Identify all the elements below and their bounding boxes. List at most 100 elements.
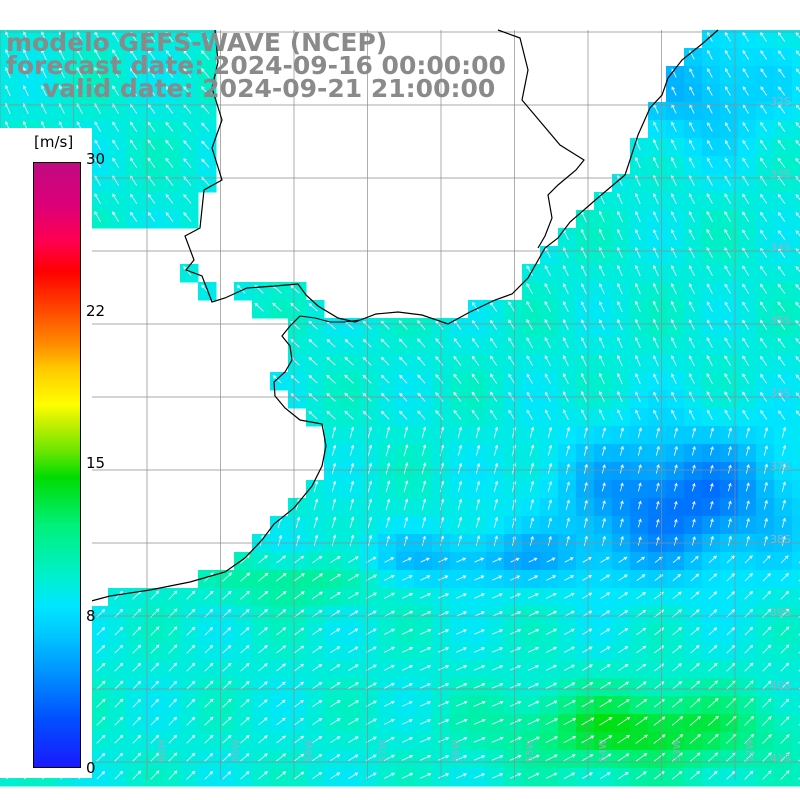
wind-arrow	[744, 752, 754, 762]
wind-arrow	[457, 498, 463, 511]
wind-arrow	[419, 701, 431, 707]
wind-arrow	[165, 212, 174, 222]
wind-arrow	[384, 557, 395, 563]
wind-arrow	[421, 498, 427, 511]
wind-arrow	[760, 373, 768, 384]
wind-arrow	[165, 139, 174, 150]
wind-arrow	[96, 771, 106, 780]
wind-arrow	[727, 446, 732, 456]
field-cell	[792, 498, 800, 517]
wind-arrow	[294, 645, 305, 654]
wind-arrow	[312, 754, 323, 762]
wind-arrow	[760, 247, 768, 258]
wind-arrow	[689, 698, 701, 708]
wind-arrow	[222, 716, 232, 726]
wind-arrow	[581, 283, 587, 294]
wind-arrow	[526, 318, 534, 331]
wind-arrow	[384, 575, 395, 581]
wind-arrow	[724, 247, 732, 259]
wind-arrow	[94, 211, 102, 223]
wind-arrow	[637, 427, 642, 438]
wind-arrow	[222, 662, 232, 672]
wind-arrow	[277, 534, 283, 547]
wind-arrow	[276, 753, 287, 762]
wind-arrow	[204, 590, 214, 600]
wind-arrow	[112, 121, 120, 132]
wind-arrow	[347, 592, 359, 600]
wind-arrow	[562, 319, 569, 331]
wind-arrow	[258, 717, 268, 726]
wind-arrow	[671, 734, 684, 744]
wind-arrow	[437, 593, 449, 599]
wind-arrow	[401, 772, 414, 779]
wind-arrow	[526, 300, 534, 313]
wind-arrow	[780, 590, 790, 600]
wind-arrow	[763, 517, 768, 528]
wind-arrow	[201, 122, 210, 132]
wind-arrow	[76, 48, 83, 61]
wind-arrow	[544, 300, 551, 313]
wind-arrow	[183, 50, 192, 60]
wind-arrow	[742, 86, 749, 96]
wind-arrow	[724, 319, 731, 330]
wind-arrow	[545, 682, 558, 689]
wind-arrow	[617, 681, 630, 690]
wind-arrow	[76, 84, 83, 97]
wind-arrow	[165, 50, 174, 60]
field-cell	[792, 660, 800, 679]
wind-arrow	[635, 734, 648, 744]
wind-arrow	[528, 575, 539, 581]
wind-arrow	[276, 663, 286, 672]
wind-arrow	[96, 627, 106, 636]
wind-arrow	[168, 644, 178, 654]
wind-arrow	[544, 283, 551, 295]
wind-arrow	[419, 772, 432, 779]
wind-arrow	[258, 627, 268, 636]
wind-arrow	[240, 771, 250, 780]
wind-arrow	[580, 372, 587, 385]
wind-arrow	[330, 628, 341, 636]
wind-arrow	[564, 628, 575, 635]
wind-arrow	[777, 301, 786, 312]
wind-arrow	[562, 337, 569, 349]
wind-arrow	[724, 211, 732, 223]
wind-arrow	[672, 591, 682, 600]
wind-arrow	[652, 156, 659, 169]
wind-arrow	[437, 701, 450, 707]
latitude-label: 32S	[770, 95, 791, 108]
wind-arrow	[795, 319, 800, 327]
wind-arrow	[760, 50, 767, 60]
wind-arrow	[186, 626, 196, 636]
wind-arrow	[276, 681, 286, 690]
wind-arrow	[183, 122, 192, 132]
wind-arrow	[760, 68, 767, 78]
field-cell	[792, 102, 800, 121]
wind-arrow	[312, 736, 323, 744]
wind-arrow	[760, 283, 768, 294]
wind-arrow	[457, 426, 463, 439]
wind-arrow	[96, 645, 106, 654]
wind-arrow	[617, 699, 630, 708]
field-cell	[792, 282, 800, 301]
wind-arrow	[385, 516, 391, 529]
wind-arrow	[781, 481, 786, 492]
wind-arrow	[762, 626, 772, 636]
wind-arrow	[692, 518, 696, 528]
wind-arrow	[344, 339, 354, 348]
wind-arrow	[41, 49, 47, 60]
wind-arrow	[745, 500, 750, 510]
wind-arrow	[655, 427, 660, 438]
wind-arrow	[509, 772, 522, 779]
wind-arrow	[457, 462, 463, 475]
wind-arrow	[618, 556, 628, 563]
wind-arrow	[201, 158, 210, 168]
wind-arrow	[762, 573, 771, 582]
wind-arrow	[490, 409, 498, 420]
wind-arrow	[710, 464, 714, 474]
wind-arrow	[331, 444, 337, 457]
wind-arrow	[420, 557, 430, 563]
wind-arrow	[258, 753, 268, 762]
wind-arrow	[778, 374, 786, 384]
wind-arrow	[313, 516, 319, 529]
wind-arrow	[544, 337, 551, 349]
